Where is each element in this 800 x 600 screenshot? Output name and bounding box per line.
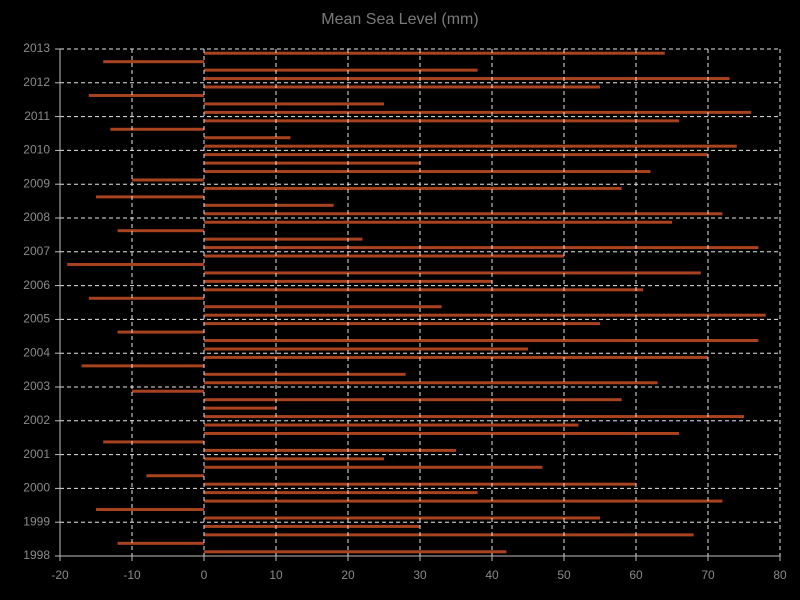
bar (146, 474, 204, 478)
y-tick-label: 2012 (23, 75, 50, 89)
y-tick-label: 1999 (23, 514, 50, 528)
bar (204, 271, 701, 275)
y-tick-label: 2000 (23, 481, 50, 495)
bar (204, 355, 708, 359)
y-tick-label: 2006 (23, 278, 50, 292)
y-tick-label: 2013 (23, 41, 50, 55)
x-tick-label: -10 (123, 568, 141, 582)
x-tick-label: 10 (269, 568, 283, 582)
y-tick-label: 2009 (23, 176, 50, 190)
bar (204, 51, 665, 55)
y-tick-label: 1998 (23, 548, 50, 562)
x-tick-label: 50 (557, 568, 571, 582)
bar (67, 262, 204, 266)
bar (204, 339, 759, 343)
bar (204, 186, 622, 190)
bar (132, 178, 204, 182)
bar (132, 389, 204, 393)
bar (204, 102, 384, 106)
bar (204, 491, 478, 495)
bar (204, 288, 644, 292)
bar (204, 220, 672, 224)
y-tick-label: 2002 (23, 413, 50, 427)
x-tick-label: -20 (51, 568, 69, 582)
y-tick-label: 2010 (23, 143, 50, 157)
bar (204, 431, 680, 435)
y-tick-label: 2008 (23, 210, 50, 224)
y-tick-label: 2011 (24, 109, 50, 123)
bar (204, 144, 737, 148)
bar (204, 524, 420, 528)
bar (88, 93, 204, 97)
bar (204, 68, 478, 72)
bar (204, 313, 766, 317)
bar (204, 398, 622, 402)
bar (204, 448, 456, 452)
bar (204, 237, 363, 241)
bar (204, 533, 694, 537)
bar (204, 212, 723, 216)
bar (204, 372, 406, 376)
bar (204, 322, 600, 326)
bar (204, 457, 384, 461)
bar (204, 465, 543, 469)
bar (204, 254, 564, 258)
bar (110, 127, 204, 131)
bar (81, 364, 204, 368)
bar (204, 85, 600, 89)
bar (88, 296, 204, 300)
bar (204, 161, 420, 165)
x-tick-label: 60 (629, 568, 643, 582)
x-tick-label: 80 (773, 568, 787, 582)
y-tick-label: 2003 (23, 379, 50, 393)
bar (204, 305, 442, 309)
x-tick-label: 0 (201, 568, 208, 582)
bar (204, 406, 276, 410)
x-tick-label: 30 (413, 568, 427, 582)
bar (204, 516, 600, 520)
bar (204, 77, 730, 81)
bar (103, 440, 204, 444)
bar (204, 136, 291, 140)
y-tick-label: 2007 (23, 244, 50, 258)
bar (204, 347, 528, 351)
bar (96, 508, 204, 512)
bar (204, 170, 651, 174)
bar (204, 153, 708, 157)
bar (117, 541, 204, 545)
bar (204, 499, 723, 503)
bar (204, 246, 759, 250)
bar (204, 415, 744, 419)
chart-title: Mean Sea Level (mm) (321, 11, 478, 28)
bar (96, 195, 204, 199)
bar (117, 330, 204, 334)
y-tick-label: 2001 (23, 447, 50, 461)
bar (204, 423, 579, 427)
bar (204, 381, 658, 385)
x-tick-label: 20 (341, 568, 355, 582)
x-tick-label: 40 (485, 568, 499, 582)
y-tick-label: 2005 (23, 312, 50, 326)
bar (117, 229, 204, 233)
bar (103, 60, 204, 64)
x-tick-label: 70 (701, 568, 715, 582)
y-tick-label: 2004 (23, 345, 50, 359)
bar (204, 203, 334, 207)
bar (204, 119, 680, 123)
bar (204, 110, 752, 114)
bar (204, 550, 507, 554)
